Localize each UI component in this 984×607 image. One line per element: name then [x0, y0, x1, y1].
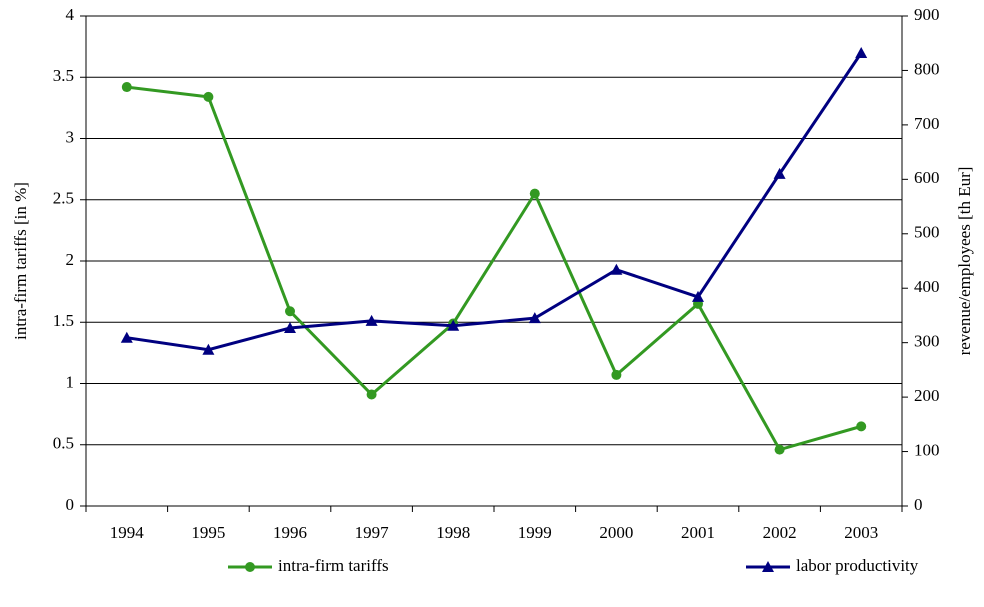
series-line: [126, 85, 862, 452]
y2-tick-label: 0: [914, 495, 923, 514]
marker: [528, 312, 541, 324]
marker: [245, 562, 255, 572]
y-tick-label: 4: [66, 5, 75, 24]
y2-tick-label: 700: [914, 114, 940, 133]
y-tick-label: 0: [66, 495, 75, 514]
y2-axis-title: revenue/employees [th Eur]: [955, 167, 974, 356]
y2-tick-label: 600: [914, 168, 940, 187]
x-tick-label: 2003: [844, 523, 878, 542]
marker: [202, 343, 215, 355]
marker: [447, 319, 460, 331]
y2-tick-label: 100: [914, 440, 940, 459]
y2-tick-label: 300: [914, 332, 940, 351]
marker: [529, 188, 540, 199]
x-tick-label: 1994: [110, 523, 145, 542]
y2-tick-label: 400: [914, 277, 940, 296]
x-tick-label: 2001: [681, 523, 715, 542]
x-tick-label: 2002: [763, 523, 797, 542]
marker: [774, 444, 785, 455]
y-axis-title: intra-firm tariffs [in %]: [11, 182, 30, 340]
x-tick-label: 1995: [191, 523, 225, 542]
marker: [285, 306, 295, 317]
marker: [692, 290, 704, 302]
y-tick-label: 1.5: [53, 311, 74, 330]
series-line: [126, 52, 863, 352]
legend-label: intra-firm tariffs: [278, 556, 389, 575]
marker: [855, 47, 868, 59]
y-tick-label: 2: [66, 250, 75, 269]
marker: [366, 389, 377, 400]
y2-tick-label: 500: [914, 223, 940, 242]
marker: [121, 82, 132, 93]
marker: [773, 167, 786, 179]
marker: [610, 263, 623, 275]
x-tick-label: 1998: [436, 523, 470, 542]
marker: [203, 91, 214, 102]
y-tick-label: 3: [66, 127, 75, 146]
marker: [762, 561, 774, 572]
x-tick-label: 1996: [273, 523, 307, 542]
marker: [856, 421, 867, 432]
y2-tick-label: 200: [914, 386, 940, 405]
y2-tick-label: 800: [914, 59, 940, 78]
y-tick-label: 2.5: [53, 189, 74, 208]
x-tick-label: 1997: [355, 523, 390, 542]
y-tick-label: 1: [66, 372, 75, 391]
x-tick-label: 2000: [599, 523, 633, 542]
marker: [284, 321, 296, 333]
x-tick-label: 1999: [518, 523, 552, 542]
y2-tick-label: 900: [914, 5, 940, 24]
y-tick-label: 0.5: [53, 434, 74, 453]
marker: [120, 331, 133, 343]
legend-label: labor productivity: [796, 556, 919, 575]
marker: [365, 314, 378, 326]
y-tick-label: 3.5: [53, 66, 74, 85]
marker: [611, 369, 622, 380]
